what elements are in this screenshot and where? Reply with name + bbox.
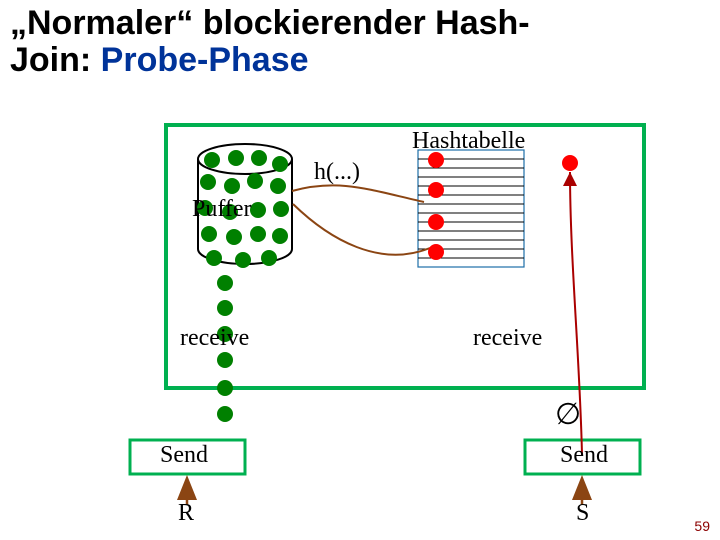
diagram-svg: [0, 0, 720, 540]
s-label: S: [576, 500, 589, 527]
send-left-label: Send: [160, 442, 208, 469]
hfunc-label: h(...): [314, 159, 360, 186]
send-right-label: Send: [560, 442, 608, 469]
receive-right-label: receive: [473, 325, 542, 352]
r-label: R: [178, 500, 194, 527]
empty-set-label: ∅: [555, 397, 581, 432]
slide-number: 59: [694, 518, 710, 534]
puffer-label: Puffer: [192, 196, 252, 223]
hashtable-label: Hashtabelle: [412, 128, 525, 155]
receive-left-label: receive: [180, 325, 249, 352]
